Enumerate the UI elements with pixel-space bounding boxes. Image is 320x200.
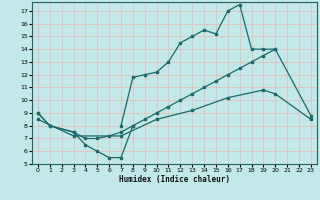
X-axis label: Humidex (Indice chaleur): Humidex (Indice chaleur) (119, 175, 230, 184)
